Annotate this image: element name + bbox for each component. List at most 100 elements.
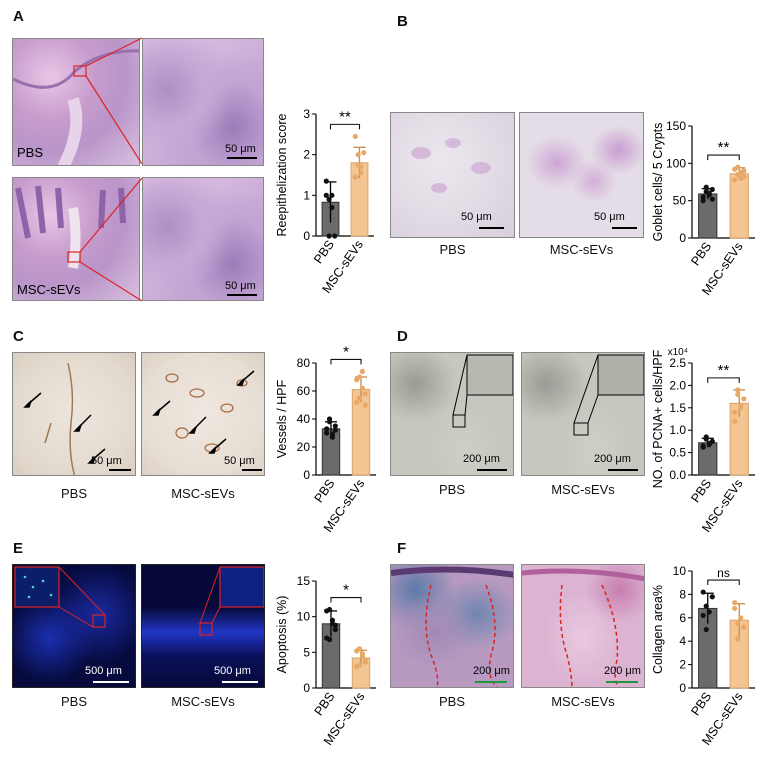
significance-label: ns (717, 566, 730, 580)
vessel-marks (152, 370, 255, 454)
data-point (706, 441, 712, 448)
panel-label-e: E (13, 540, 24, 557)
panel-label-c: C (13, 328, 24, 345)
data-point (741, 624, 747, 630)
data-point (738, 615, 744, 621)
y-tick-label: 100 (666, 156, 686, 170)
ihc-image-pbs: 50 μm (12, 352, 136, 476)
chart-b: 0 50 100 150 Goblet cells/ 5 Crypts PBS MSC-sE… (646, 100, 761, 300)
scale-bar-label: 200 μm (463, 453, 500, 465)
he-image-pbs-zoom: 50 μm (142, 38, 264, 166)
y-tick-label: 10 (673, 564, 687, 578)
data-point (741, 168, 747, 174)
data-point (732, 166, 738, 172)
scale-bar (612, 227, 637, 229)
y-tick-label: 2.5 (669, 356, 686, 370)
y-tick-label: 6 (679, 611, 686, 625)
scale-bar-label: 50 μm (91, 455, 122, 467)
data-point (329, 431, 336, 437)
significance-label: ** (718, 139, 730, 156)
condition-caption-msc: MSC-sEVs (171, 694, 235, 709)
data-point (703, 184, 709, 190)
data-point (323, 192, 329, 198)
chart-a: 0 1 2 3 Reepithelization score PBS MSC-sEVs ** (270, 88, 380, 298)
scale-bar (606, 681, 638, 683)
scale-bar (242, 469, 262, 471)
data-point (732, 599, 738, 606)
data-point (709, 186, 715, 193)
chart-e: 0 5 10 15 Apoptosis (%) PBS MSC-sEVs * (270, 555, 382, 750)
bar (729, 173, 749, 239)
data-point (738, 402, 744, 409)
data-point (735, 636, 741, 642)
y-tick-label: 0.5 (669, 446, 686, 460)
condition-caption-pbs: PBS (438, 694, 465, 709)
data-point (323, 178, 329, 184)
data-point (703, 626, 709, 633)
inset-marks (199, 566, 264, 636)
y-tick-label: 4 (679, 634, 686, 648)
y-axis-label: Apoptosis (%) (275, 596, 289, 674)
scale-bar-label: 200 μm (604, 665, 641, 677)
x-tick-label: PBS (688, 240, 714, 269)
data-point (332, 622, 338, 628)
significance-bracket (330, 596, 362, 603)
chart-c: 0 20 40 60 80 Vessels / HPF PBS MSC-sEVs * (270, 337, 382, 537)
pas-image-pbs: 50 μm (390, 112, 515, 238)
scale-bar (222, 681, 258, 683)
data-point (354, 377, 360, 383)
x-tick-label: PBS (688, 477, 714, 506)
significance-label: * (343, 343, 349, 360)
y-tick-label: 80 (297, 356, 311, 370)
y-axis-label: Vessels / HPF (275, 379, 289, 458)
scale-bar-label: 500 μm (214, 665, 251, 677)
condition-caption-pbs: PBS (438, 482, 465, 497)
data-point (329, 192, 335, 198)
data-point (352, 133, 358, 139)
data-point (361, 150, 367, 156)
data-point (326, 233, 332, 239)
y-tick-label: 0 (679, 231, 686, 245)
data-point (700, 443, 706, 449)
data-point (700, 589, 706, 595)
scale-bar (477, 469, 507, 471)
scale-bar-label: 50 μm (461, 211, 492, 223)
scale-bar-label: 500 μm (85, 665, 122, 677)
pcna-image-msc: 200 μm (521, 352, 645, 476)
data-point (732, 605, 738, 612)
y-tick-label: 2 (679, 658, 686, 672)
data-point (735, 621, 741, 627)
data-point (732, 418, 738, 424)
panel-label-f: F (397, 540, 407, 557)
scale-bar (479, 227, 504, 229)
condition-caption-pbs: PBS (60, 694, 87, 709)
y-axis-label: Collagen area% (651, 585, 665, 674)
data-point (735, 171, 741, 178)
vessel-marks (23, 362, 106, 475)
chart-f: 0 2 4 6 8 10 Collagen area% PBS MSC-sEVs ns (646, 545, 761, 750)
scale-bar-label: 200 μm (594, 453, 631, 465)
data-point (354, 399, 360, 405)
scale-bar (93, 681, 129, 683)
data-point (735, 387, 741, 393)
significance-label: * (343, 582, 349, 599)
scale-bar (475, 681, 507, 683)
data-point (709, 196, 715, 202)
data-point (362, 402, 368, 408)
zoom-connector-lines (67, 37, 143, 302)
y-tick-label: 60 (297, 384, 311, 398)
significance-bracket (707, 154, 740, 161)
pas-image-msc: 50 μm (519, 112, 644, 238)
data-point (326, 636, 333, 643)
data-point (332, 423, 338, 429)
data-point (355, 152, 361, 158)
data-point (324, 608, 330, 614)
tunel-image-pbs: 500 μm (12, 564, 136, 688)
y-tick-label: 1 (303, 188, 310, 202)
data-point (732, 177, 738, 183)
y-tick-label: 20 (297, 440, 311, 454)
y-tick-label: 2 (303, 148, 310, 162)
